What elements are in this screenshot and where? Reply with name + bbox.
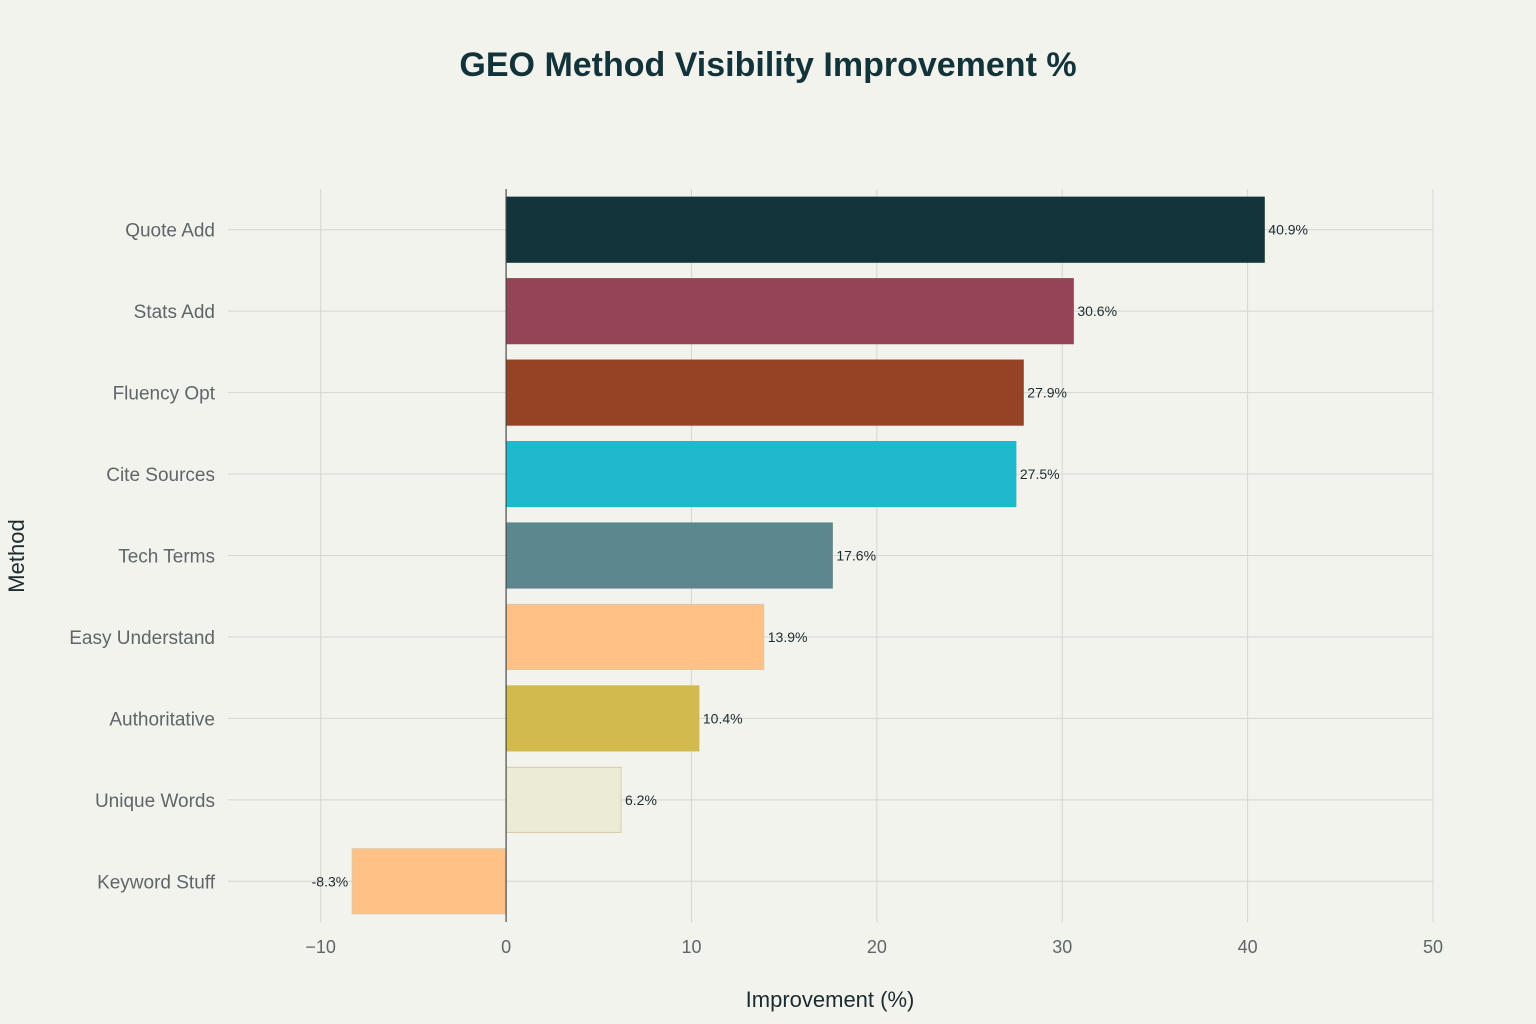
chart-title: GEO Method Visibility Improvement % [459, 46, 1076, 84]
category-label: Keyword Stuff [97, 872, 216, 893]
x-tick-label: 50 [1423, 937, 1443, 957]
category-label: Tech Terms [118, 547, 215, 568]
data-label: 27.9% [1027, 385, 1067, 401]
x-tick-labels: −10 0 10 20 30 40 50 [305, 937, 1443, 957]
category-label: Unique Words [95, 791, 215, 812]
x-tick-label: 40 [1238, 937, 1258, 957]
category-label: Cite Sources [106, 465, 215, 486]
category-label: Easy Understand [69, 628, 215, 649]
data-label: 13.9% [768, 629, 808, 645]
category-label: Authoritative [109, 709, 215, 730]
x-axis-label: Improvement (%) [746, 987, 915, 1012]
x-tick-label: 10 [681, 937, 701, 957]
data-label: 17.6% [836, 548, 876, 564]
data-label: 27.5% [1020, 466, 1060, 482]
x-tick-label: 20 [867, 937, 887, 957]
grid [228, 189, 1434, 922]
bar [505, 359, 1024, 426]
x-tick-label: −10 [305, 937, 336, 957]
category-label: Quote Add [125, 221, 215, 242]
data-label: -8.3% [312, 873, 349, 889]
bar [505, 196, 1265, 263]
x-tick-label: 30 [1052, 937, 1072, 957]
data-label: 30.6% [1077, 303, 1117, 319]
data-labels: 40.9% 30.6% 27.9% 27.5% 17.6% 13.9% 10.4% 6.2% -… [312, 222, 1308, 890]
category-labels: Quote Add Stats Add Fluency Opt Cite Source… [69, 221, 215, 894]
category-label: Stats Add [134, 302, 215, 323]
x-tick-label: 0 [501, 937, 511, 957]
category-label: Fluency Opt [113, 384, 216, 405]
bar [505, 440, 1017, 508]
data-label: 40.9% [1268, 222, 1308, 238]
bar [505, 278, 1074, 345]
data-label: 10.4% [703, 710, 743, 726]
bar [505, 522, 833, 589]
data-label: 6.2% [625, 792, 657, 808]
bars [351, 196, 1265, 915]
bar [351, 848, 507, 915]
bar [505, 766, 622, 833]
bar [505, 685, 700, 752]
y-axis-label: Method [4, 519, 29, 592]
bar [505, 603, 765, 671]
